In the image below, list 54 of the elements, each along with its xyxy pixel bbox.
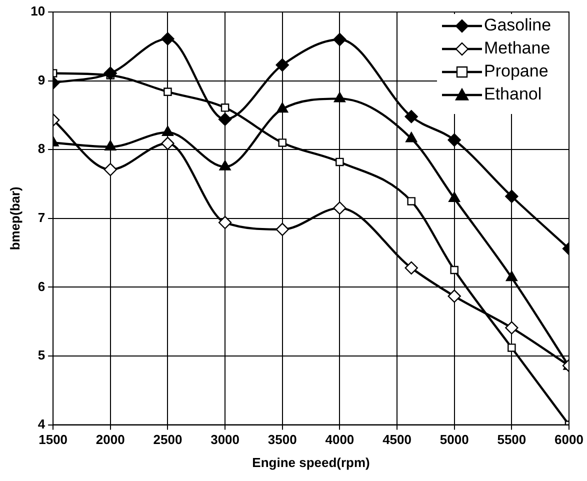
y-tick-label: 8 — [38, 141, 46, 156]
y-axis-title: bmep(bar) — [7, 186, 22, 250]
point — [218, 216, 232, 230]
legend-label: Methane — [484, 38, 550, 58]
point — [448, 133, 461, 147]
x-tick-label: 5500 — [497, 432, 526, 448]
x-tick-label: 6000 — [554, 432, 584, 448]
x-tick-label: 3500 — [268, 432, 297, 448]
point — [162, 126, 174, 136]
point — [505, 321, 518, 334]
point — [104, 140, 116, 150]
x-tick-label: 5000 — [440, 432, 469, 448]
point — [334, 92, 346, 102]
y-tick-label: 7 — [38, 210, 46, 225]
point — [278, 138, 286, 147]
point — [448, 290, 461, 303]
point — [407, 197, 416, 206]
point — [164, 88, 172, 96]
point — [404, 110, 418, 124]
point — [336, 158, 344, 166]
point — [104, 66, 117, 80]
point — [406, 132, 418, 142]
legend-label: Ethanol — [484, 84, 542, 104]
x-axis-title: Engine speed(rpm) — [252, 454, 370, 470]
legend-label: Propane — [484, 62, 548, 81]
y-tick-label: 9 — [38, 72, 46, 88]
point — [161, 32, 174, 46]
x-tick-label: 4000 — [325, 432, 354, 448]
point — [333, 32, 346, 46]
point — [104, 162, 117, 176]
point — [161, 136, 174, 150]
y-tick-label: 5 — [38, 348, 46, 363]
point — [220, 103, 230, 112]
point — [219, 160, 231, 170]
x-tick-label: 2500 — [153, 432, 182, 448]
y-tick-label: 4 — [38, 416, 46, 432]
point — [506, 270, 518, 282]
y-tick-label: 10 — [30, 4, 46, 19]
point — [508, 344, 516, 352]
point — [276, 222, 289, 236]
x-tick-label: 4500 — [382, 432, 412, 448]
point — [218, 112, 232, 126]
point — [276, 58, 289, 72]
point — [448, 192, 460, 202]
x-tick-label: 3000 — [210, 432, 240, 448]
point — [450, 266, 458, 274]
x-tick-label: 2000 — [96, 432, 125, 448]
point — [333, 201, 346, 215]
point — [404, 261, 418, 275]
point — [505, 190, 518, 203]
y-tick-label: 6 — [38, 278, 46, 294]
point — [276, 102, 288, 113]
legend-label: Gasoline — [484, 16, 552, 35]
x-tick-label: 1500 — [38, 432, 68, 448]
